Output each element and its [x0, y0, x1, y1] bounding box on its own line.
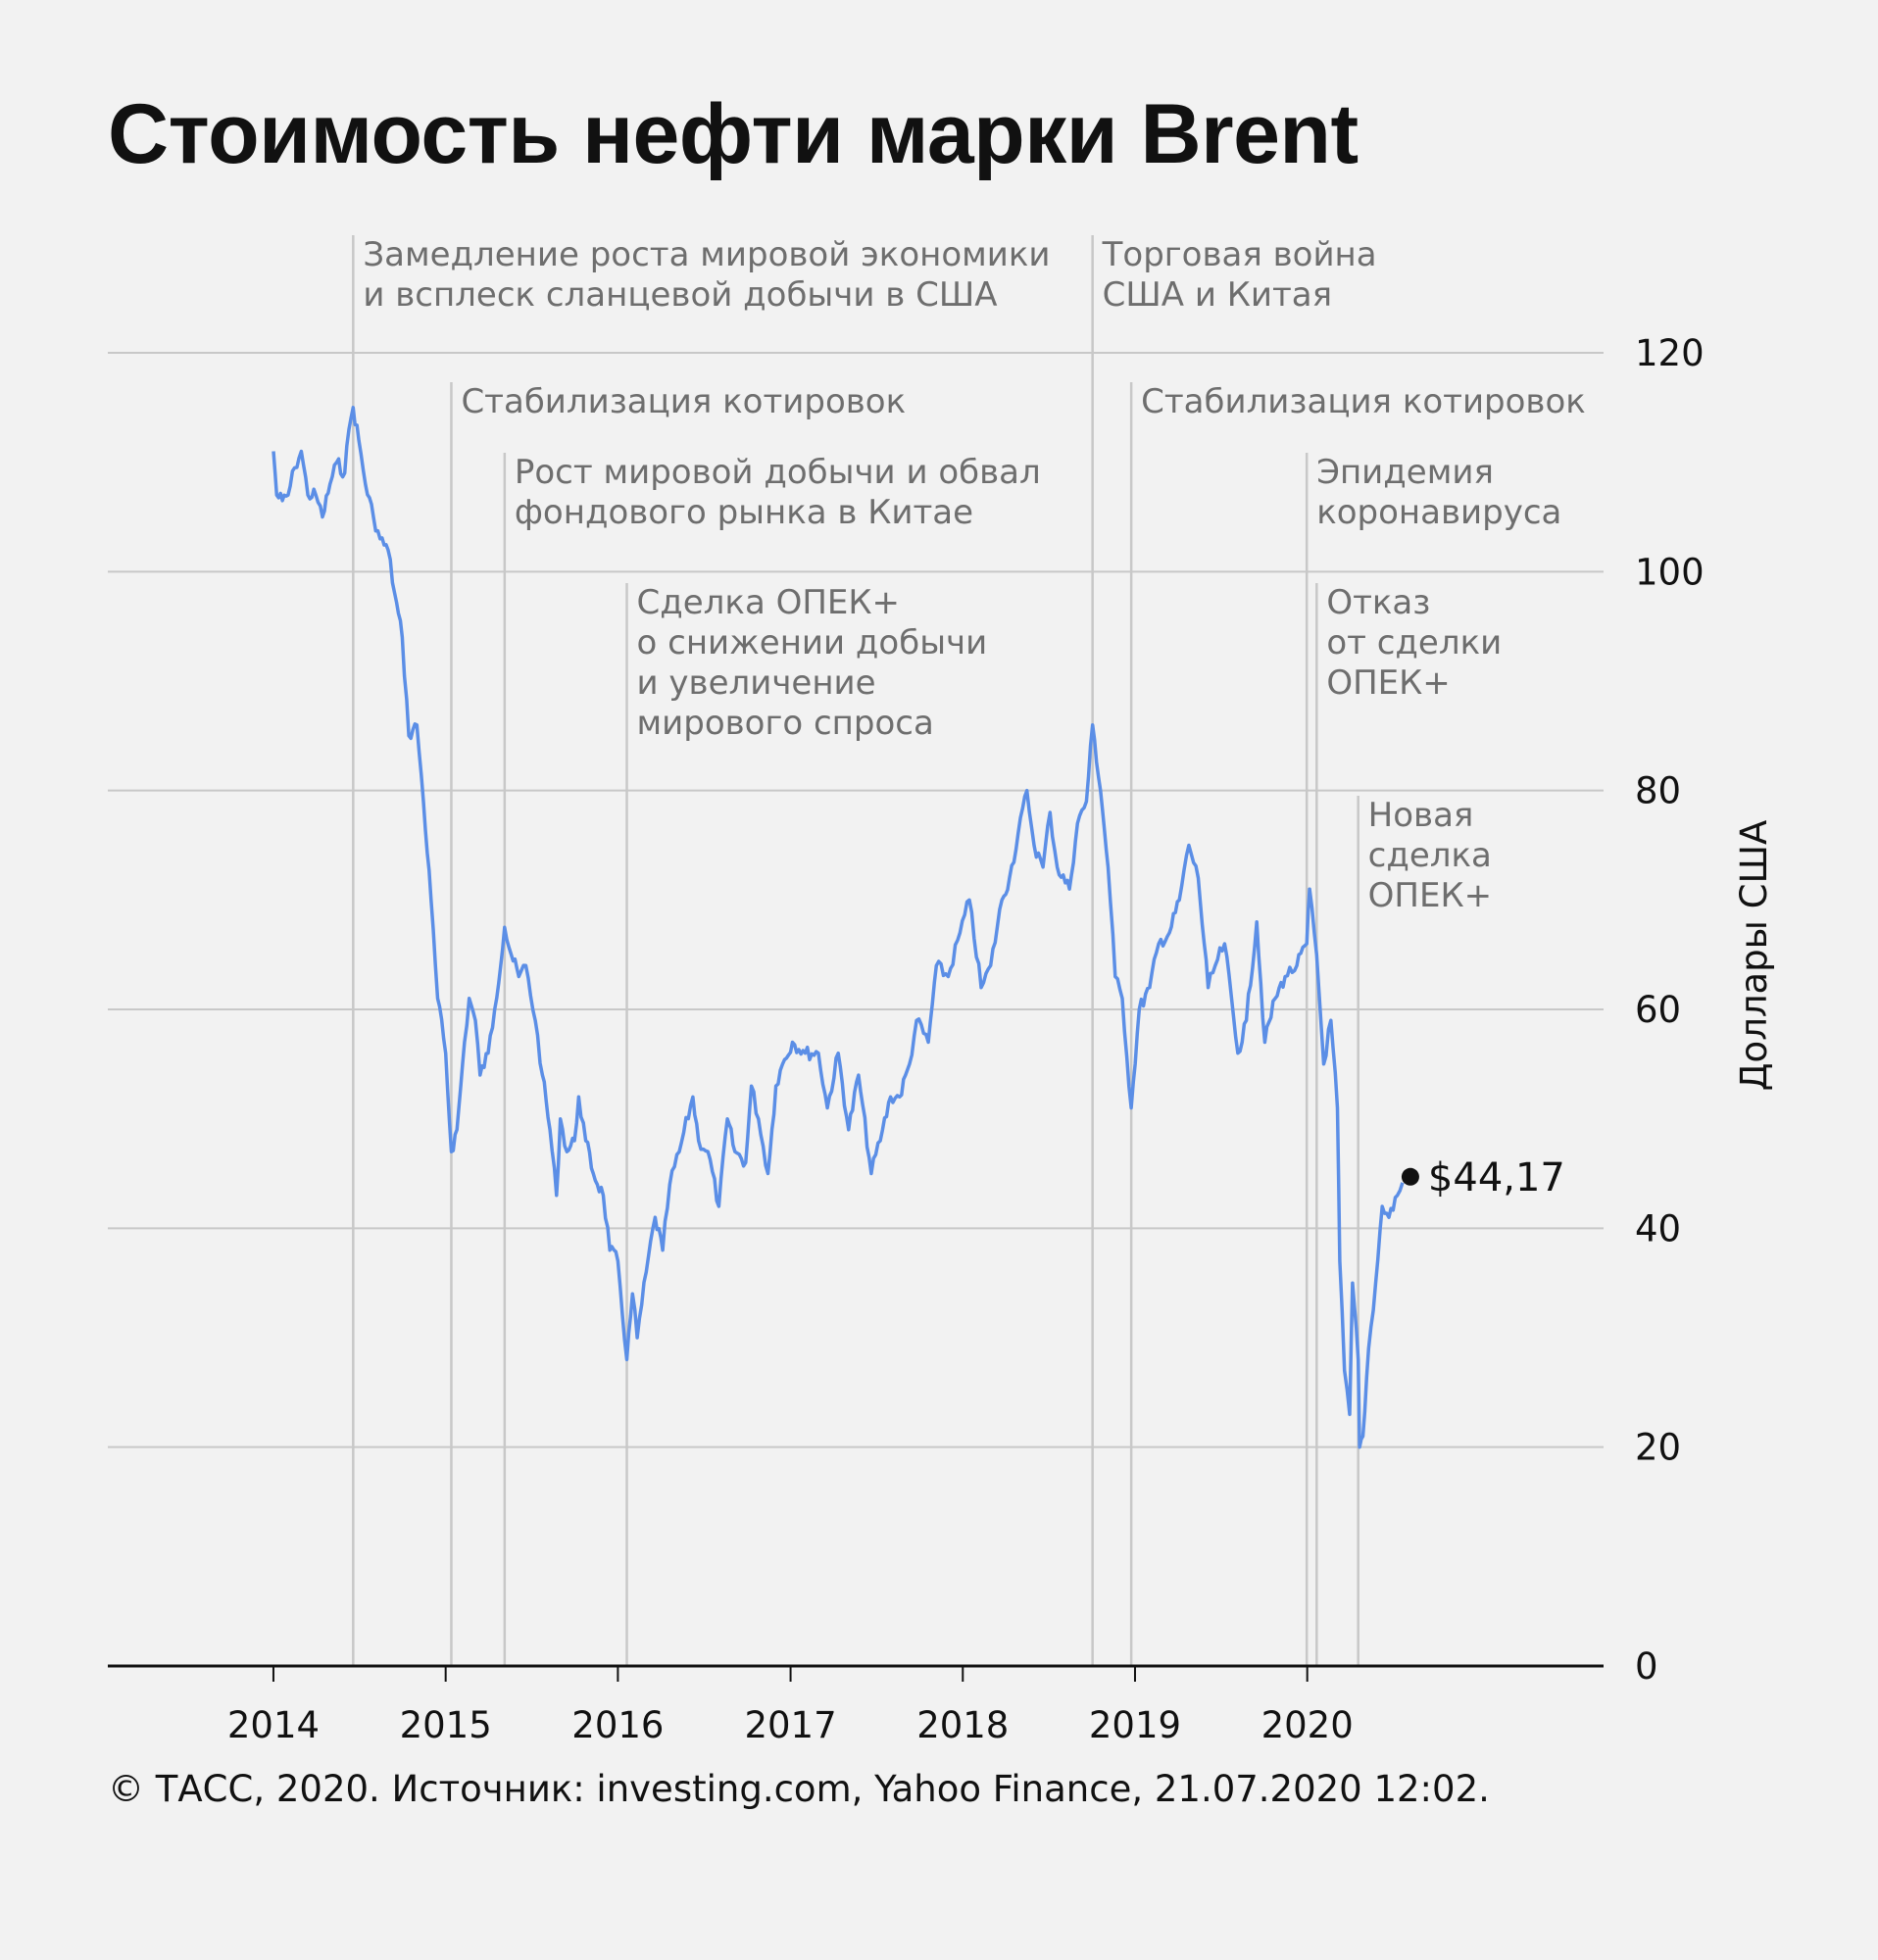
y-tick-label-20: 20 [1635, 1427, 1681, 1469]
annotation-line-text: фондового рынка в Китае [515, 493, 973, 532]
chart-title: Стоимость нефти марки Brent [108, 87, 1359, 181]
grid-lines [108, 352, 1604, 1448]
annotation-line-text: мирового спроса [637, 704, 934, 743]
annotation-line-text: Сделка ОПЕК+ [637, 583, 901, 622]
y-tick-label-0: 0 [1635, 1645, 1658, 1688]
annotation-text-7: Эпидемия коронавируса [1316, 453, 1561, 532]
x-tick-label-2018: 2018 [916, 1704, 1009, 1746]
annotation-line-text: Замедление роста мировой экономики [363, 235, 1050, 274]
annotation-text-6: Стабилизация котировок [1141, 382, 1586, 421]
annotation-text-5: Торговая война США и Китая [1102, 235, 1377, 315]
x-tick-label-2015: 2015 [400, 1704, 492, 1746]
annotation-text-9: Новая сделка ОПЕК+ [1368, 796, 1492, 915]
annotation-line-text: и всплеск сланцевой добычи в США [363, 275, 997, 315]
annotation-line-text: США и Китая [1103, 275, 1332, 315]
x-axis-ticks: 2014 2015 2016 2017 2018 2019 2020 [227, 1666, 1354, 1746]
y-axis-ticks: 0 20 40 60 80 100 120 [1635, 332, 1705, 1688]
x-tick-label-2016: 2016 [571, 1704, 664, 1746]
x-tick-label-2014: 2014 [227, 1704, 320, 1746]
annotation-line-text: о снижении добычи [637, 623, 988, 662]
annotation-line-text: Эпидемия [1316, 453, 1494, 492]
annotation-texts: Замедление роста мировой экономики и вспл… [363, 235, 1585, 915]
last-value-marker [1401, 1167, 1419, 1186]
annotation-line-text: Стабилизация котировок [461, 382, 906, 421]
y-tick-label-40: 40 [1635, 1207, 1681, 1250]
annotation-text-2: Стабилизация котировок [461, 382, 906, 421]
y-tick-label-80: 80 [1635, 770, 1681, 812]
annotation-line-text: Рост мировой добычи и обвал [515, 453, 1041, 492]
annotation-text-8: Отказ от сделки ОПЕК+ [1326, 583, 1502, 703]
annotation-line-text: коронавируса [1316, 493, 1561, 532]
y-axis-label: Доллары США [1733, 820, 1775, 1092]
annotation-line-text: сделка [1368, 836, 1492, 875]
x-tick-label-2020: 2020 [1261, 1704, 1354, 1746]
annotation-line-text: ОПЕК+ [1326, 663, 1450, 703]
annotation-line-text: Новая [1368, 796, 1474, 835]
x-tick-label-2017: 2017 [744, 1704, 836, 1746]
annotation-line-text: Отказ [1326, 583, 1430, 622]
x-tick-label-2019: 2019 [1089, 1704, 1181, 1746]
annotation-line-text: и увеличение [637, 663, 876, 703]
last-value-label: $44,17 [1428, 1155, 1565, 1200]
brent-price-line [272, 406, 1405, 1449]
annotation-line-text: ОПЕК+ [1368, 876, 1492, 915]
y-tick-label-120: 120 [1635, 332, 1705, 374]
annotation-text-4: Сделка ОПЕК+ о снижении добычи и увеличени… [637, 583, 988, 743]
annotation-text-1: Замедление роста мировой экономики и вспл… [363, 235, 1050, 315]
annotation-lines [352, 235, 1359, 1666]
y-tick-label-100: 100 [1635, 551, 1705, 593]
annotation-line-text: Торговая война [1102, 235, 1377, 274]
y-tick-label-60: 60 [1635, 989, 1681, 1031]
source-footer: © ТАСС, 2020. Источник: investing.com, Y… [108, 1768, 1490, 1810]
annotation-line-text: Стабилизация котировок [1141, 382, 1586, 421]
annotation-line-text: от сделки [1326, 623, 1502, 662]
annotation-text-3: Рост мировой добычи и обвал фондового рын… [515, 453, 1041, 532]
